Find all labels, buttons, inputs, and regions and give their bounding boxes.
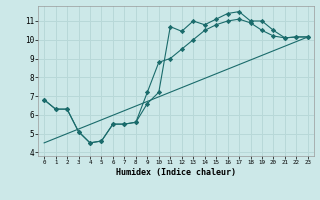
X-axis label: Humidex (Indice chaleur): Humidex (Indice chaleur) [116,168,236,177]
